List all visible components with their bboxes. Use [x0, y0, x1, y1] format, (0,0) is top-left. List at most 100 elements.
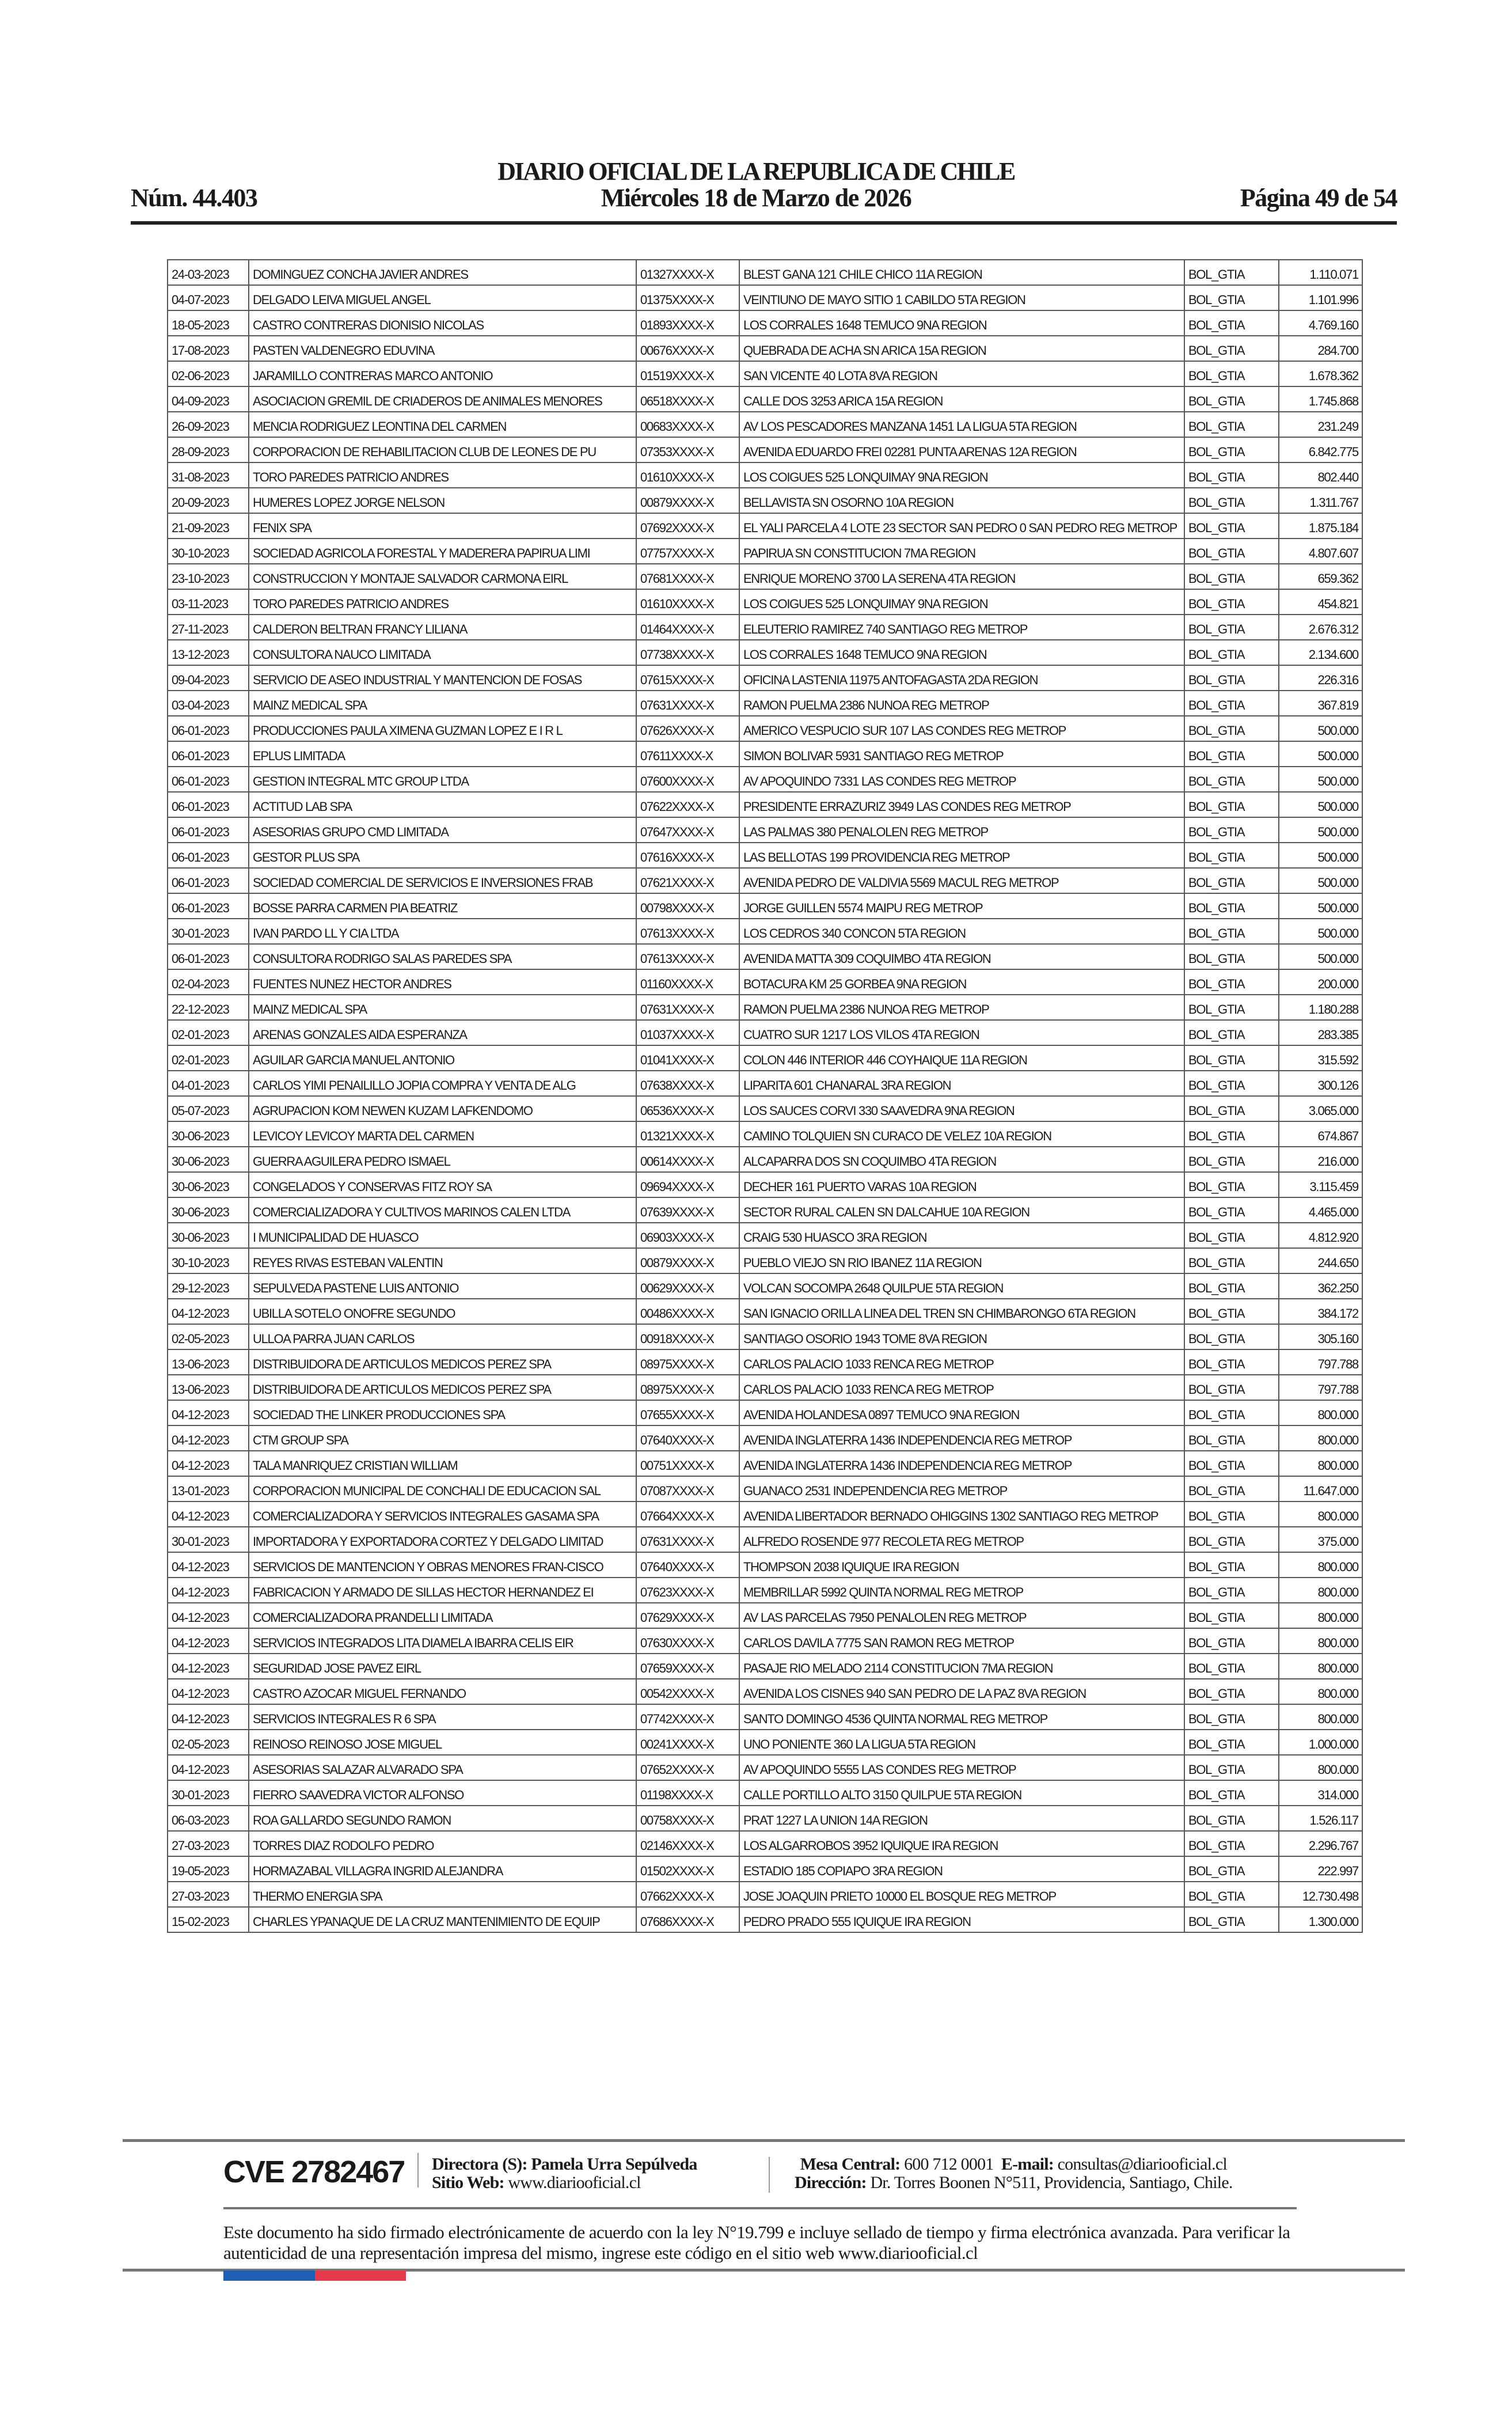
- cell-type: BOL_GTIA: [1184, 1729, 1279, 1756]
- cell-type: BOL_GTIA: [1184, 259, 1279, 286]
- cell-rut: 01041XXXX-X: [636, 1045, 740, 1071]
- cell-rut: 00751XXXX-X: [636, 1450, 740, 1477]
- cell-amount: 384.172: [1278, 1298, 1363, 1325]
- table-row: 06-03-2023 ROA GALLARDO SEGUNDO RAMON 0075…: [167, 1805, 1363, 1832]
- journal-title: DIARIO OFICIAL DE LA REPUBLICA DE CHILE: [497, 157, 1016, 185]
- cell-type: BOL_GTIA: [1184, 1653, 1279, 1679]
- cell-type: BOL_GTIA: [1184, 1045, 1279, 1071]
- cell-rut: 07631XXXX-X: [636, 1526, 740, 1553]
- cell-name: IMPORTADORA Y EXPORTADORA CORTEZ Y DELGA…: [248, 1526, 637, 1553]
- table-row: 30-06-2023 CONGELADOS Y CONSERVAS FITZ RO…: [167, 1171, 1363, 1198]
- cell-date: 30-10-2023: [167, 538, 249, 564]
- cell-date: 30-01-2023: [167, 1780, 249, 1806]
- cell-address: LOS COIGUES 525 LONQUIMAY 9NA REGION: [739, 589, 1185, 615]
- cell-name: DOMINGUEZ CONCHA JAVIER ANDRES: [248, 259, 637, 286]
- cell-address: VEINTIUNO DE MAYO SITIO 1 CABILDO 5TA RE…: [739, 285, 1185, 311]
- cell-type: BOL_GTIA: [1184, 943, 1279, 970]
- cell-rut: 07652XXXX-X: [636, 1754, 740, 1781]
- cell-type: BOL_GTIA: [1184, 513, 1279, 539]
- cell-type: BOL_GTIA: [1184, 285, 1279, 311]
- cell-date: 30-06-2023: [167, 1121, 249, 1147]
- cell-date: 06-01-2023: [167, 715, 249, 742]
- cell-amount: 3.115.459: [1278, 1171, 1363, 1198]
- cell-name: CALDERON BELTRAN FRANCY LILIANA: [248, 614, 637, 640]
- cell-rut: 07647XXXX-X: [636, 817, 740, 843]
- cell-name: HUMERES LOPEZ JORGE NELSON: [248, 487, 637, 514]
- cell-address: AVENIDA LOS CISNES 940 SAN PEDRO DE LA P…: [739, 1678, 1185, 1705]
- cell-address: SIMON BOLIVAR 5931 SANTIAGO REG METROP: [739, 741, 1185, 767]
- cell-name: TORO PAREDES PATRICIO ANDRES: [248, 462, 637, 488]
- flag-red-bar: [315, 2270, 406, 2281]
- table-row: 30-06-2023 GUERRA AGUILERA PEDRO ISMAEL 00…: [167, 1146, 1363, 1173]
- address-label: Dirección:: [795, 2173, 867, 2192]
- cell-name: MAINZ MEDICAL SPA: [248, 994, 637, 1021]
- cell-date: 06-01-2023: [167, 842, 249, 869]
- cell-rut: 07664XXXX-X: [636, 1501, 740, 1527]
- cell-type: BOL_GTIA: [1184, 1577, 1279, 1603]
- cell-type: BOL_GTIA: [1184, 1095, 1279, 1122]
- web-link[interactable]: www.diariooficial.cl: [508, 2173, 641, 2192]
- table-row: 04-12-2023 SEGURIDAD JOSE PAVEZ EIRL 07659…: [167, 1653, 1363, 1679]
- cell-rut: 00676XXXX-X: [636, 335, 740, 362]
- cell-date: 26-09-2023: [167, 411, 249, 438]
- address: Dr. Torres Boonen N°511, Providencia, Sa…: [870, 2173, 1233, 2192]
- cell-name: SERVICIO DE ASEO INDUSTRIAL Y MANTENCION…: [248, 665, 637, 691]
- cell-rut: 01321XXXX-X: [636, 1121, 740, 1147]
- table-row: 02-01-2023 ARENAS GONZALES AIDA ESPERANZA…: [167, 1019, 1363, 1046]
- cell-type: BOL_GTIA: [1184, 538, 1279, 564]
- table-row: 18-05-2023 CASTRO CONTRERAS DIONISIO NICO…: [167, 310, 1363, 336]
- cell-name: UBILLA SOTELO ONOFRE SEGUNDO: [248, 1298, 637, 1325]
- cell-date: 17-08-2023: [167, 335, 249, 362]
- cell-rut: 00241XXXX-X: [636, 1729, 740, 1756]
- table-row: 02-05-2023 ULLOA PARRA JUAN CARLOS 00918XX…: [167, 1324, 1363, 1350]
- cell-date: 22-12-2023: [167, 994, 249, 1021]
- cell-date: 19-05-2023: [167, 1856, 249, 1882]
- cell-type: BOL_GTIA: [1184, 994, 1279, 1021]
- cell-date: 04-12-2023: [167, 1501, 249, 1527]
- table-row: 13-06-2023 DISTRIBUIDORA DE ARTICULOS MED…: [167, 1374, 1363, 1401]
- cell-type: BOL_GTIA: [1184, 690, 1279, 716]
- email-link[interactable]: consultas@diariooficial.cl: [1057, 2155, 1228, 2174]
- cell-address: PAPIRUA SN CONSTITUCION 7MA REGION: [739, 538, 1185, 564]
- cell-rut: 07615XXXX-X: [636, 665, 740, 691]
- table-row: 23-10-2023 CONSTRUCCION Y MONTAJE SALVADO…: [167, 563, 1363, 590]
- cell-name: BOSSE PARRA CARMEN PIA BEATRIZ: [248, 893, 637, 919]
- cell-amount: 800.000: [1278, 1577, 1363, 1603]
- cell-date: 06-01-2023: [167, 817, 249, 843]
- cell-rut: 07613XXXX-X: [636, 918, 740, 945]
- cell-amount: 800.000: [1278, 1552, 1363, 1578]
- issue-date: Miércoles 18 de Marzo de 2026: [601, 184, 912, 212]
- cell-name: SERVICIOS INTEGRALES R 6 SPA: [248, 1704, 637, 1730]
- cell-amount: 216.000: [1278, 1146, 1363, 1173]
- cell-address: LOS ALGARROBOS 3952 IQUIQUE IRA REGION: [739, 1830, 1185, 1857]
- cell-address: PASAJE RIO MELADO 2114 CONSTITUCION 7MA …: [739, 1653, 1185, 1679]
- cell-address: AVENIDA INGLATERRA 1436 INDEPENDENCIA RE…: [739, 1425, 1185, 1451]
- cell-name: ACTITUD LAB SPA: [248, 791, 637, 818]
- cell-rut: 01037XXXX-X: [636, 1019, 740, 1046]
- cell-amount: 362.250: [1278, 1273, 1363, 1299]
- cell-type: BOL_GTIA: [1184, 589, 1279, 615]
- cell-rut: 00879XXXX-X: [636, 1248, 740, 1274]
- cell-name: CORPORACION DE REHABILITACION CLUB DE LE…: [248, 437, 637, 463]
- cell-name: CONGELADOS Y CONSERVAS FITZ ROY SA: [248, 1171, 637, 1198]
- cell-amount: 3.065.000: [1278, 1095, 1363, 1122]
- cell-name: IVAN PARDO LL Y CIA LTDA: [248, 918, 637, 945]
- cell-rut: 07640XXXX-X: [636, 1425, 740, 1451]
- cell-type: BOL_GTIA: [1184, 1552, 1279, 1578]
- cell-name: CHARLES YPANAQUE DE LA CRUZ MANTENIMIENT…: [248, 1906, 637, 1933]
- cell-amount: 1.180.288: [1278, 994, 1363, 1021]
- table-row: 27-11-2023 CALDERON BELTRAN FRANCY LILIAN…: [167, 614, 1363, 640]
- cell-name: DELGADO LEIVA MIGUEL ANGEL: [248, 285, 637, 311]
- cell-date: 30-06-2023: [167, 1197, 249, 1223]
- cell-rut: 07622XXXX-X: [636, 791, 740, 818]
- cell-date: 23-10-2023: [167, 563, 249, 590]
- cell-type: BOL_GTIA: [1184, 1906, 1279, 1933]
- cell-name: THERMO ENERGIA SPA: [248, 1881, 637, 1908]
- cell-amount: 800.000: [1278, 1704, 1363, 1730]
- cell-amount: 800.000: [1278, 1450, 1363, 1477]
- cell-type: BOL_GTIA: [1184, 310, 1279, 336]
- table-row: 06-01-2023 EPLUS LIMITADA 07611XXXX-X SIMON…: [167, 741, 1363, 767]
- cell-amount: 231.249: [1278, 411, 1363, 438]
- cell-type: BOL_GTIA: [1184, 462, 1279, 488]
- cell-address: GUANACO 2531 INDEPENDENCIA REG METROP: [739, 1476, 1185, 1502]
